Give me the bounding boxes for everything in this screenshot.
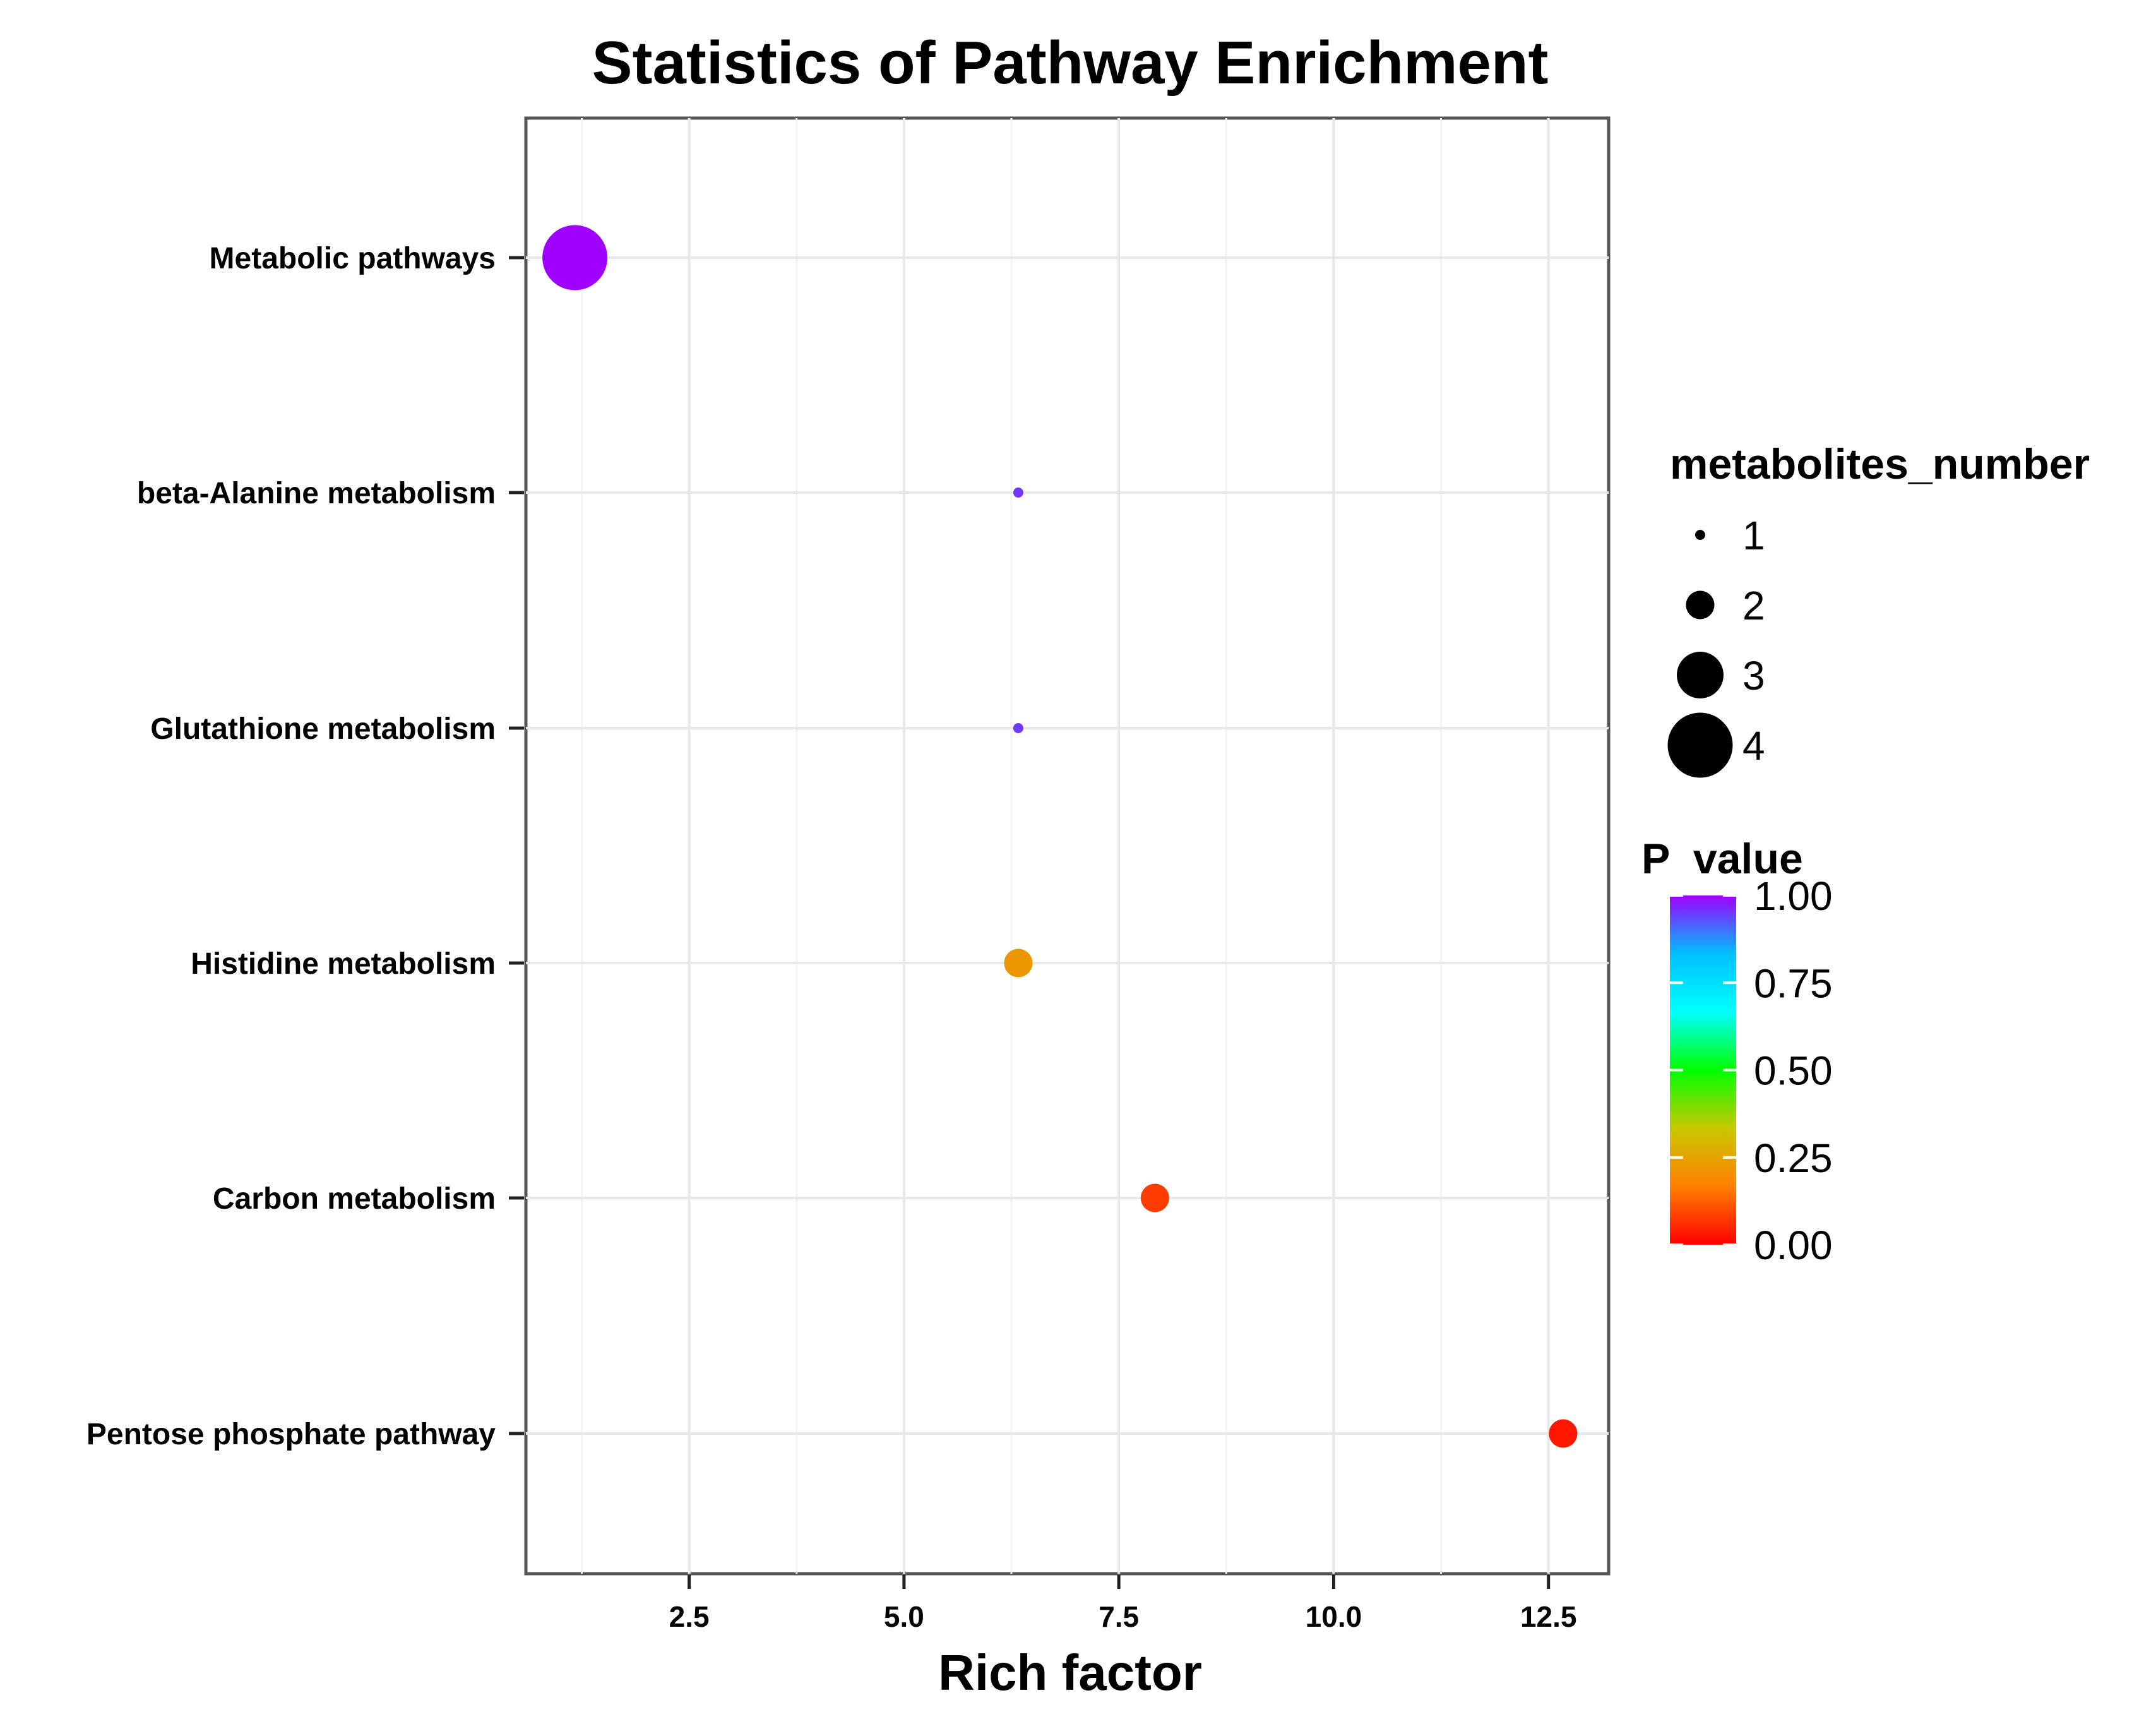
data-point xyxy=(1549,1419,1578,1448)
y-tick-label: Histidine metabolism xyxy=(191,947,496,981)
x-tick-label: 10.0 xyxy=(1306,1600,1362,1633)
y-tick-label: Glutathione metabolism xyxy=(150,712,496,746)
color-legend-label: 0.25 xyxy=(1754,1135,1833,1181)
y-tick-label: Carbon metabolism xyxy=(213,1182,496,1216)
plot-panel xyxy=(524,116,1611,1576)
y-tick-label: beta-Alanine metabolism xyxy=(137,477,496,510)
size-legend-label: 4 xyxy=(1742,723,1765,769)
x-tick-label: 2.5 xyxy=(669,1600,710,1633)
color-legend-title: P value xyxy=(1641,835,1803,883)
y-axis: Metabolic pathways beta-Alanine metabolis… xyxy=(86,242,524,1451)
size-legend-key xyxy=(1677,652,1724,698)
color-legend-label: 0.00 xyxy=(1754,1223,1833,1268)
data-point xyxy=(1004,949,1033,978)
x-tick-label: 12.5 xyxy=(1520,1600,1577,1633)
size-legend-label: 3 xyxy=(1742,653,1765,698)
data-point xyxy=(1140,1183,1169,1212)
x-tick-label: 5.0 xyxy=(884,1600,924,1633)
grid xyxy=(526,118,1609,1574)
x-tick-label: 7.5 xyxy=(1099,1600,1139,1633)
x-axis-label: Rich factor xyxy=(938,1644,1202,1701)
color-legend-label: 1.00 xyxy=(1754,873,1833,919)
chart-title: Statistics of Pathway Enrichment xyxy=(592,29,1548,97)
data-point xyxy=(1013,723,1023,733)
size-legend-key xyxy=(1695,530,1705,540)
data-point xyxy=(542,225,608,290)
size-legend-key xyxy=(1667,712,1733,778)
size-legend-title: metabolites_number xyxy=(1670,440,2090,488)
size-legend-label: 1 xyxy=(1742,513,1765,558)
size-legend-key xyxy=(1686,590,1715,620)
color-legend: 1.00 0.75 0.50 0.25 0.00 xyxy=(1670,873,1833,1268)
size-legend: 1 2 3 4 xyxy=(1667,513,1765,778)
x-axis: 2.5 5.0 7.5 10.0 12.5 xyxy=(669,1575,1577,1633)
color-legend-label: 0.50 xyxy=(1754,1048,1833,1094)
size-legend-label: 2 xyxy=(1742,583,1765,628)
data-point xyxy=(1013,488,1023,498)
y-tick-label: Metabolic pathways xyxy=(210,242,496,275)
y-tick-label: Pentose phosphate pathway xyxy=(86,1418,496,1451)
data-points xyxy=(542,225,1578,1448)
color-legend-label: 0.75 xyxy=(1754,961,1833,1006)
